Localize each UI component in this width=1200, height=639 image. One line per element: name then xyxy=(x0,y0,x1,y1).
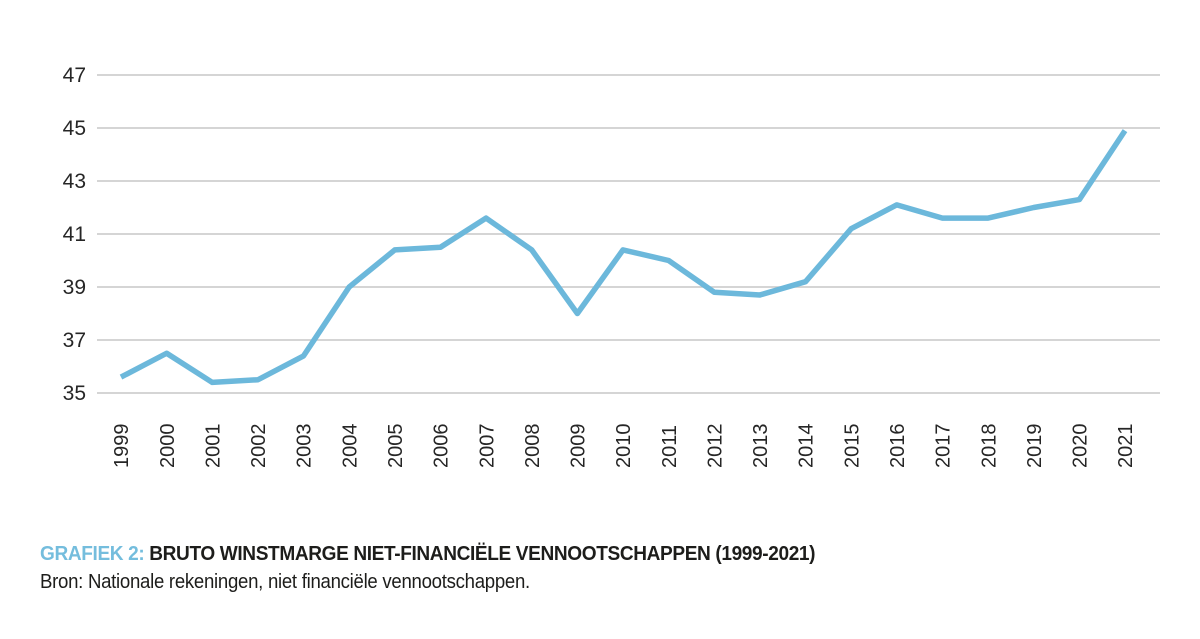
x-tick-label: 2005 xyxy=(385,424,407,469)
x-tick-label: 2019 xyxy=(1024,424,1046,469)
x-tick-label: 2008 xyxy=(522,424,544,469)
x-tick-label: 2009 xyxy=(568,424,590,469)
x-tick-label: 2001 xyxy=(202,424,224,469)
x-tick-label: 2016 xyxy=(887,424,909,469)
y-tick-label: 45 xyxy=(63,117,86,140)
x-tick-label: 2021 xyxy=(1115,424,1137,469)
x-tick-label: 2003 xyxy=(294,424,316,469)
x-tick-label: 2013 xyxy=(750,424,772,469)
x-tick-label: 2017 xyxy=(933,424,955,469)
x-tick-label: 1999 xyxy=(111,424,133,469)
caption-title-line: GRAFIEK 2: BRUTO WINSTMARGE NIET-FINANCI… xyxy=(40,542,1100,566)
x-tick-label: 2015 xyxy=(841,424,863,469)
x-tick-label: 2004 xyxy=(339,424,361,469)
profit-margin-line xyxy=(119,129,1128,386)
x-tick-label: 2020 xyxy=(1070,424,1092,469)
x-tick-label: 2011 xyxy=(659,425,681,468)
x-tick-label: 2010 xyxy=(613,424,635,469)
line-chart: 35 37 39 41 43 45 47 1999 2000 2001 2002 2003 2004 20… xyxy=(63,64,1160,469)
x-tick-label: 2002 xyxy=(248,424,270,469)
x-tick-label: 2006 xyxy=(431,424,453,469)
chart-area: 35 37 39 41 43 45 47 1999 2000 2001 2002 2003 2004 20… xyxy=(63,64,1160,469)
x-tick-label: 2000 xyxy=(157,424,179,469)
x-tick-label: 2018 xyxy=(978,424,1000,469)
y-tick-label: 41 xyxy=(63,223,86,246)
caption-label: GRAFIEK 2: xyxy=(40,542,145,565)
x-tick-label: 2007 xyxy=(476,424,498,469)
chart-caption: GRAFIEK 2: BRUTO WINSTMARGE NIET-FINANCI… xyxy=(40,542,1180,594)
caption-title: BRUTO WINSTMARGE NIET-FINANCIËLE VENNOOT… xyxy=(144,542,816,565)
x-tick-label: 2012 xyxy=(704,424,726,469)
y-tick-label: 47 xyxy=(63,64,86,87)
y-tick-label: 43 xyxy=(63,170,86,193)
y-tick-label: 35 xyxy=(63,382,86,405)
y-tick-label: 39 xyxy=(63,276,86,299)
y-tick-label: 37 xyxy=(63,329,86,352)
caption-source: Bron: Nationale rekeningen, niet financi… xyxy=(40,571,530,593)
x-tick-label: 2014 xyxy=(796,424,818,469)
